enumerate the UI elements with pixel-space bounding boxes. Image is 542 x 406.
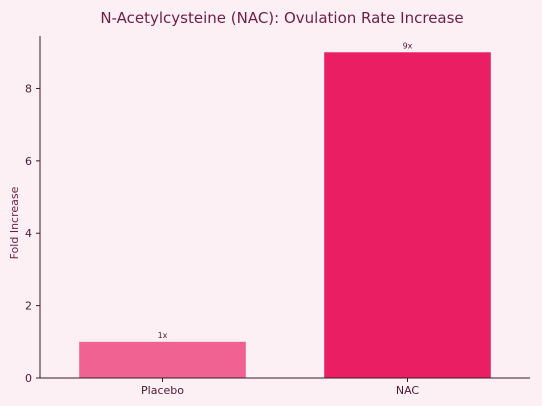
bar [79,341,246,378]
y-axis-label: Fold Increase [8,186,21,259]
x-tick-label: Placebo [141,384,184,397]
x-tick-label: NAC [396,384,420,397]
y-tick-label: 8 [25,82,32,95]
y-tick-label: 4 [25,227,32,240]
y-tick-label: 2 [25,300,32,313]
bar [324,52,491,379]
y-tick-label: 0 [25,372,32,385]
y-axis-ticks: 0 2 4 6 8 [25,82,40,385]
y-tick-label: 6 [25,155,32,168]
bar-data-label: 9x [403,41,413,50]
x-axis-ticks: Placebo NAC [141,378,419,397]
bars: 1x 9x [79,41,491,379]
bar-data-label: 1x [158,331,168,340]
chart-title: N-Acetylcysteine (NAC): Ovulation Rate I… [100,9,463,27]
